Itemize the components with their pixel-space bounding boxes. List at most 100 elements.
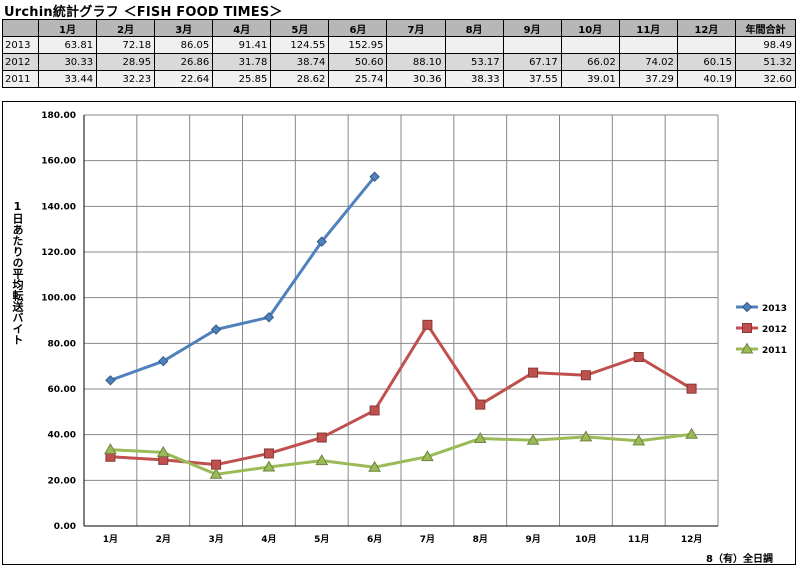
data-point-2013 xyxy=(316,236,327,247)
legend-marker-2013 xyxy=(741,301,753,313)
table-cell-year: 2011 xyxy=(2,70,39,88)
table-cell: 60.15 xyxy=(676,53,737,71)
table-cell-total: 51.32 xyxy=(735,53,796,71)
table-header-cell: 4月 xyxy=(212,19,272,37)
data-point-2011 xyxy=(156,445,170,457)
y-tick-label: 60.00 xyxy=(48,385,76,395)
data-point-2012 xyxy=(263,448,274,459)
y-tick-label: 80.00 xyxy=(48,339,76,349)
y-tick-label: 20.00 xyxy=(48,476,76,486)
data-point-2012 xyxy=(633,351,644,362)
data-point-2013 xyxy=(263,312,275,323)
table-header-cell: 9月 xyxy=(502,19,562,37)
table-cell-total: 98.49 xyxy=(735,36,796,54)
data-point-2011 xyxy=(315,454,329,466)
table-cell: 32.23 xyxy=(96,70,156,88)
table-row: 2011 33.44 32.23 22.64 25.85 28.62 25.74… xyxy=(2,70,796,88)
table-cell: 37.29 xyxy=(618,70,678,88)
y-tick-label: 160.00 xyxy=(41,157,76,167)
legend-label-2012: 2012 xyxy=(762,325,787,335)
table-cell: 28.62 xyxy=(270,70,330,88)
chart-frame xyxy=(2,101,796,565)
data-point-2012 xyxy=(316,432,327,443)
data-point-2012 xyxy=(686,383,697,394)
data-point-2013 xyxy=(369,171,380,182)
table-cell: 39.01 xyxy=(560,70,620,88)
table-cell: 50.60 xyxy=(328,53,388,71)
table-row: 2013 63.81 72.18 86.05 91.41 124.55 152.… xyxy=(2,36,796,54)
x-tick-label: 2月 xyxy=(156,534,171,545)
table-cell xyxy=(676,36,737,54)
x-tick-label: 10月 xyxy=(575,534,597,545)
table-cell: 66.02 xyxy=(560,53,620,71)
table-header-cell: 3月 xyxy=(154,19,214,37)
legend-marker-2011 xyxy=(740,342,754,354)
table-cell: 88.10 xyxy=(386,53,446,71)
x-tick-label: 8月 xyxy=(473,534,488,545)
data-point-2012 xyxy=(422,319,433,330)
data-point-2011 xyxy=(579,430,593,442)
table-header-cell xyxy=(2,19,39,37)
table-cell: 33.44 xyxy=(37,70,98,88)
table-cell: 40.19 xyxy=(676,70,737,88)
data-point-2011 xyxy=(526,433,540,445)
x-tick-label: 3月 xyxy=(208,534,223,545)
data-point-2012 xyxy=(369,405,380,416)
stats-table: 1月 2月 3月 4月 5月 6月 7月 8月 9月 10月 11月 12月 年… xyxy=(2,19,796,88)
footnote: 8（有）全日調 xyxy=(706,554,773,565)
series-line-2012 xyxy=(110,323,693,467)
data-point-2012 xyxy=(475,399,486,410)
data-point-2011 xyxy=(632,434,646,446)
y-tick-label: 120.00 xyxy=(41,248,76,258)
table-header-cell: 8月 xyxy=(444,19,504,37)
y-tick-label: 140.00 xyxy=(41,202,76,212)
x-tick-label: 11月 xyxy=(628,534,650,545)
x-tick-label: 9月 xyxy=(525,534,540,545)
table-cell xyxy=(618,36,678,54)
table-cell: 25.74 xyxy=(328,70,388,88)
table-cell: 25.85 xyxy=(212,70,272,88)
table-header-cell: 11月 xyxy=(618,19,678,37)
table-header-cell: 1月 xyxy=(37,19,98,37)
table-cell: 37.55 xyxy=(502,70,562,88)
table-cell: 63.81 xyxy=(37,36,98,54)
y-tick-label: 0.00 xyxy=(54,522,76,532)
data-point-2011 xyxy=(209,467,223,479)
legend-marker-2012 xyxy=(742,323,752,333)
table-cell: 152.95 xyxy=(328,36,388,54)
table-cell: 26.86 xyxy=(154,53,214,71)
data-point-2011 xyxy=(421,450,434,462)
table-cell: 38.33 xyxy=(444,70,504,88)
table-header-row: 1月 2月 3月 4月 5月 6月 7月 8月 9月 10月 11月 12月 年… xyxy=(2,19,796,37)
page-title: Urchin統計グラフ ＜FISH FOOD TIMES＞ xyxy=(4,5,283,20)
table-cell: 124.55 xyxy=(270,36,330,54)
series-line-2011 xyxy=(110,432,692,476)
data-point-2013 xyxy=(210,324,222,335)
table-header-cell: 6月 xyxy=(328,19,388,37)
x-tick-label: 6月 xyxy=(367,534,382,545)
data-point-2011 xyxy=(368,460,381,472)
x-tick-label: 12月 xyxy=(681,534,703,545)
table-cell: 30.36 xyxy=(386,70,446,88)
y-tick-label: 180.00 xyxy=(41,111,76,121)
table-cell xyxy=(502,36,562,54)
table-cell: 53.17 xyxy=(444,53,504,71)
data-point-2011 xyxy=(685,427,698,439)
table-cell: 28.95 xyxy=(96,53,156,71)
table-cell: 91.41 xyxy=(212,36,272,54)
x-tick-label: 4月 xyxy=(261,534,276,545)
table-cell: 38.74 xyxy=(270,53,330,71)
data-point-2012 xyxy=(580,370,591,381)
table-cell-total: 32.60 xyxy=(735,70,796,88)
data-point-2013 xyxy=(158,355,169,367)
table-cell: 22.64 xyxy=(154,70,214,88)
table-row: 2012 30.33 28.95 26.86 31.78 38.74 50.60… xyxy=(2,53,796,71)
table-cell-year: 2013 xyxy=(2,36,39,54)
x-tick-label: 7月 xyxy=(420,534,435,545)
y-tick-label: 40.00 xyxy=(48,431,76,441)
x-tick-label: 5月 xyxy=(314,534,329,545)
data-point-2011 xyxy=(104,443,117,455)
legend-label-2011: 2011 xyxy=(762,346,787,356)
y-tick-label: 100.00 xyxy=(41,294,76,304)
